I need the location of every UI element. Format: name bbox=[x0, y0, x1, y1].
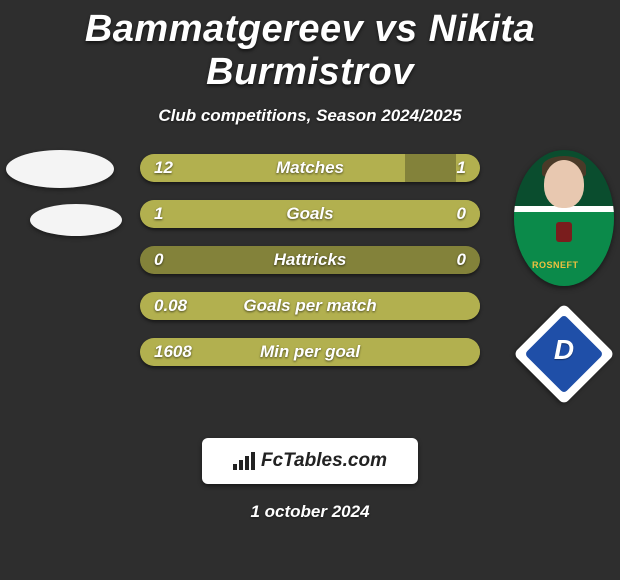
stat-value-left: 1608 bbox=[140, 342, 212, 362]
comparison-panel: ROSNEFT D 12 Matches 1 1 Goals 0 0 Hattr… bbox=[0, 154, 620, 424]
stat-value-left: 0 bbox=[140, 250, 212, 270]
source-label: FcTables.com bbox=[261, 450, 387, 472]
stat-value-left: 12 bbox=[140, 158, 212, 178]
stat-label: Min per goal bbox=[212, 342, 408, 362]
stat-label: Matches bbox=[212, 158, 408, 178]
stat-row-matches: 12 Matches 1 bbox=[140, 154, 480, 182]
player-left-avatar-placeholder bbox=[6, 150, 114, 188]
stat-row-min-per-goal: 1608 Min per goal bbox=[140, 338, 480, 366]
stat-row-hattricks: 0 Hattricks 0 bbox=[140, 246, 480, 274]
stat-value-right: 0 bbox=[408, 204, 480, 224]
player-left-club-placeholder bbox=[30, 204, 122, 236]
stat-row-goals-per-match: 0.08 Goals per match bbox=[140, 292, 480, 320]
chart-bars-icon bbox=[233, 452, 255, 470]
player-right-club-badge: D bbox=[514, 304, 614, 404]
snapshot-date: 1 october 2024 bbox=[0, 502, 620, 522]
subtitle: Club competitions, Season 2024/2025 bbox=[0, 106, 620, 126]
page-title: Bammatgereev vs Nikita Burmistrov bbox=[0, 0, 620, 94]
stats-bars: 12 Matches 1 1 Goals 0 0 Hattricks 0 0.0… bbox=[140, 154, 480, 384]
stat-row-goals: 1 Goals 0 bbox=[140, 200, 480, 228]
player-left-column bbox=[6, 150, 122, 236]
player-right-avatar: ROSNEFT bbox=[514, 150, 614, 286]
stat-value-left: 0.08 bbox=[140, 296, 212, 316]
player-right-column: ROSNEFT D bbox=[514, 150, 614, 404]
source-badge[interactable]: FcTables.com bbox=[202, 438, 418, 484]
stat-label: Goals bbox=[212, 204, 408, 224]
stat-label: Goals per match bbox=[212, 296, 408, 316]
stat-value-left: 1 bbox=[140, 204, 212, 224]
stat-value-right: 1 bbox=[408, 158, 480, 178]
stat-value-right: 0 bbox=[408, 250, 480, 270]
stat-label: Hattricks bbox=[212, 250, 408, 270]
